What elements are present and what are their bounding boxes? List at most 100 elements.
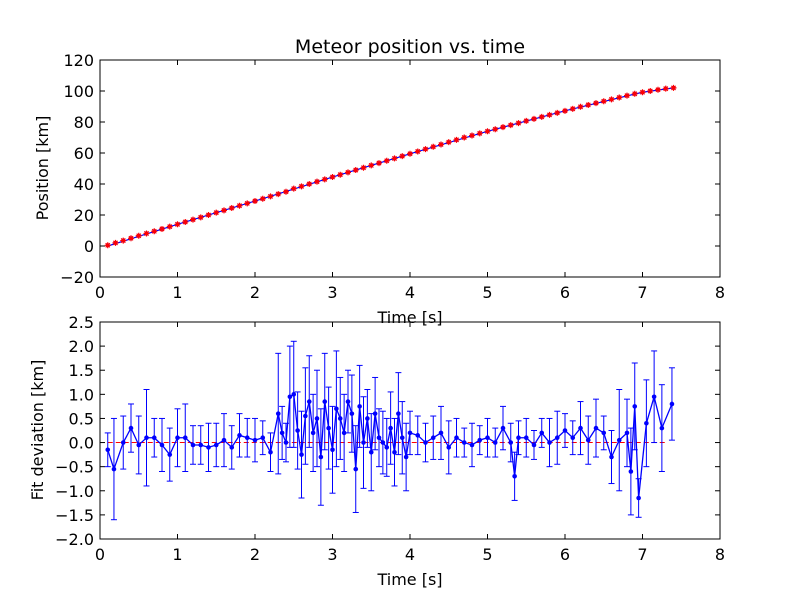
deviation-chart-series (104, 340, 675, 521)
position-marker-star (562, 107, 568, 114)
deviation-point (303, 413, 308, 419)
deviation-point (357, 404, 362, 409)
deviation-point (182, 435, 188, 441)
position-marker-star (546, 111, 553, 118)
position-marker-star (221, 207, 227, 214)
y-tick-label: −0.5 (55, 458, 94, 477)
position-marker-star (616, 94, 623, 101)
position-marker-star (399, 153, 406, 160)
deviation-point (539, 430, 545, 436)
x-tick-label: 2 (250, 545, 260, 564)
position-marker-star (329, 174, 336, 181)
deviation-point (322, 399, 328, 404)
y-tick-label: 0.0 (69, 434, 94, 453)
x-tick-label: 8 (715, 283, 725, 302)
deviation-point (578, 425, 583, 431)
deviation-point (275, 411, 281, 416)
deviation-point (396, 411, 401, 416)
deviation-point (306, 399, 312, 404)
position-marker-star (352, 167, 359, 174)
deviation-point (128, 425, 134, 431)
position-marker-star (585, 101, 592, 108)
position-marker-star (461, 134, 468, 141)
deviation-point (213, 442, 219, 448)
deviation-point (318, 454, 324, 460)
deviation-point (423, 440, 428, 445)
y-tick-label: −2.0 (55, 530, 94, 549)
position-marker-star (662, 85, 669, 92)
deviation-point (283, 440, 289, 445)
deviation-point (669, 401, 675, 407)
deviation-point (167, 452, 173, 457)
deviation-point (295, 428, 300, 433)
x-tick-label: 6 (560, 545, 570, 564)
position-chart-title: Meteor position vs. time (295, 36, 525, 58)
position-marker-star (306, 181, 313, 187)
deviation-point (314, 416, 320, 421)
position-marker-star (345, 169, 351, 176)
y-tick-label: 2.0 (69, 337, 94, 356)
position-marker-star (112, 239, 119, 246)
deviation-point (562, 428, 568, 433)
x-tick-label: 6 (560, 283, 570, 302)
deviation-point (508, 440, 514, 445)
position-marker-star (647, 88, 654, 94)
deviation-point (159, 442, 165, 448)
position-marker-star (422, 146, 429, 153)
position-marker-star (600, 98, 607, 105)
position-marker-star (631, 90, 638, 97)
position-marker-star (283, 188, 289, 195)
deviation-point (334, 406, 339, 412)
position-marker-star (236, 202, 243, 209)
deviation-point (644, 420, 649, 426)
position-marker-star (670, 84, 677, 91)
deviation-point (454, 435, 459, 441)
deviation-point (237, 433, 242, 438)
position-marker-star (128, 235, 134, 242)
y-tick-label: 2.5 (69, 313, 94, 332)
position-marker-star (290, 185, 297, 192)
deviation-point (310, 430, 316, 436)
deviation-point (372, 411, 378, 416)
position-marker-star (298, 183, 305, 190)
position-marker-star (174, 221, 181, 228)
position-marker-star (213, 209, 220, 216)
x-tick-label: 0 (95, 283, 105, 302)
position-marker-star (104, 242, 111, 249)
position-marker-star (507, 122, 514, 129)
deviation-point (516, 435, 521, 441)
position-marker-star (639, 89, 646, 96)
deviation-point (299, 452, 304, 457)
position-marker-star (569, 105, 576, 112)
deviation-point (399, 435, 405, 441)
position-chart-frame (99, 59, 721, 278)
position-marker-star (407, 150, 413, 157)
position-marker-star (376, 160, 382, 167)
deviation-point (349, 411, 355, 416)
deviation-point (326, 425, 331, 431)
deviation-point (469, 442, 475, 448)
position-marker-star (259, 195, 266, 202)
position-marker-star (538, 113, 545, 120)
deviation-point (636, 495, 641, 501)
position-marker-star (360, 164, 367, 171)
x-tick-label: 1 (172, 545, 182, 564)
position-marker-star (500, 124, 506, 131)
position-marker-star (430, 143, 437, 150)
position-marker-star (267, 193, 274, 200)
y-tick-label: 40 (74, 175, 94, 194)
position-marker-star (484, 128, 491, 135)
deviation-point (330, 447, 335, 453)
position-marker-star (275, 191, 282, 198)
x-tick-label: 7 (637, 545, 647, 564)
x-tick-label: 1 (172, 283, 182, 302)
deviation-point (477, 437, 483, 443)
position-marker-star (321, 176, 328, 183)
deviation-point (554, 435, 560, 441)
deviation-point (206, 445, 211, 450)
deviation-point (229, 445, 235, 450)
deviation-point (105, 447, 111, 453)
deviation-point (198, 442, 204, 448)
